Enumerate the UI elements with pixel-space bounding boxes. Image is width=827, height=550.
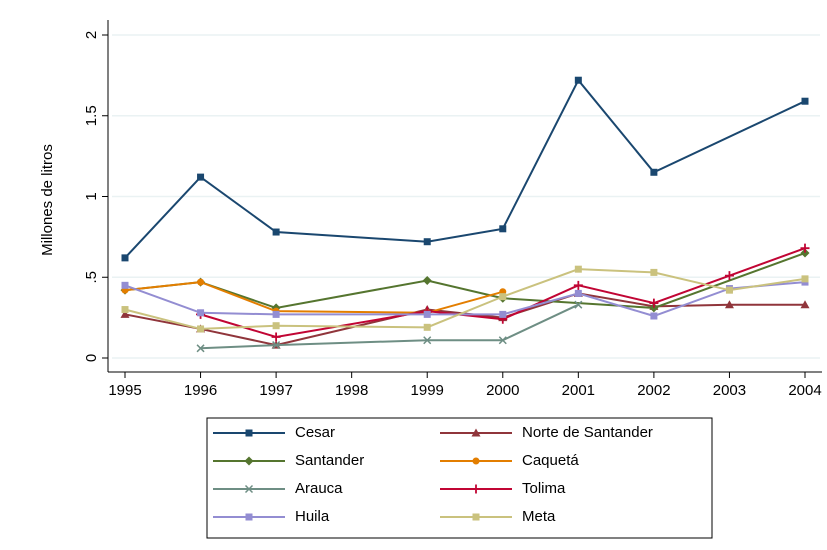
legend-label: Santander — [295, 452, 364, 469]
marker — [245, 429, 253, 437]
marker — [574, 76, 582, 84]
legend-label: Caquetá — [522, 452, 579, 469]
marker — [196, 344, 205, 353]
marker — [650, 268, 658, 276]
marker — [272, 341, 281, 350]
x-tick-label: 1996 — [184, 382, 217, 399]
legend-box — [206, 417, 713, 539]
marker — [800, 243, 810, 253]
marker — [650, 168, 658, 176]
marker — [272, 310, 280, 318]
marker — [650, 312, 658, 320]
marker — [471, 484, 481, 494]
legend-label: Huila — [295, 508, 330, 525]
marker — [800, 300, 810, 309]
marker — [423, 323, 431, 331]
marker — [499, 225, 507, 233]
marker — [649, 303, 659, 313]
marker — [120, 309, 130, 318]
marker — [121, 281, 129, 289]
series-line — [124, 292, 805, 347]
marker — [472, 457, 480, 465]
marker — [801, 97, 809, 105]
marker — [725, 286, 733, 294]
y-tick-label: 0 — [83, 354, 100, 362]
marker — [271, 332, 281, 342]
y-tick-label: .5 — [83, 271, 100, 284]
marker — [574, 265, 582, 273]
x-tick-label: 2003 — [713, 382, 746, 399]
marker — [801, 275, 809, 283]
marker — [574, 289, 582, 297]
marker — [244, 456, 254, 466]
y-axis-label: Millones de litros — [39, 144, 56, 256]
x-tick-label: 1999 — [411, 382, 444, 399]
marker — [499, 293, 507, 301]
x-tick-label: 2002 — [637, 382, 670, 399]
marker — [423, 336, 432, 345]
legend-label: Cesar — [295, 424, 335, 441]
marker — [272, 322, 280, 330]
marker — [197, 325, 205, 333]
x-tick-label: 2004 — [788, 382, 821, 399]
marker — [197, 278, 205, 286]
legend-label: Norte de Santander — [522, 424, 653, 441]
series-line — [200, 247, 806, 339]
marker — [244, 484, 254, 494]
series-line — [124, 281, 504, 314]
marker — [472, 513, 480, 521]
legend-label: Arauca — [295, 480, 343, 497]
marker — [197, 309, 205, 317]
y-tick-label: 1 — [83, 192, 100, 200]
series-line — [124, 78, 806, 259]
marker — [471, 428, 481, 437]
marker — [498, 336, 507, 345]
x-tick-label: 1995 — [108, 382, 141, 399]
marker — [573, 280, 583, 290]
marker — [422, 275, 432, 285]
marker — [121, 306, 129, 314]
x-tick-label: 2001 — [562, 382, 595, 399]
legend-label: Tolima — [522, 480, 566, 497]
marker — [272, 228, 280, 236]
marker — [724, 271, 734, 281]
legend-label: Meta — [522, 508, 556, 525]
marker — [197, 173, 205, 181]
marker — [423, 310, 431, 318]
marker — [649, 298, 659, 308]
marker — [800, 248, 810, 258]
marker — [724, 300, 734, 309]
y-tick-label: 2 — [83, 31, 100, 39]
x-tick-label: 1998 — [335, 382, 368, 399]
marker — [423, 238, 431, 246]
x-tick-label: 1997 — [259, 382, 292, 399]
marker — [499, 310, 507, 318]
y-tick-label: 1.5 — [83, 105, 100, 126]
series-line — [124, 252, 806, 309]
x-tick-label: 2000 — [486, 382, 519, 399]
marker — [121, 254, 129, 262]
marker — [245, 513, 253, 521]
marker — [574, 300, 583, 309]
